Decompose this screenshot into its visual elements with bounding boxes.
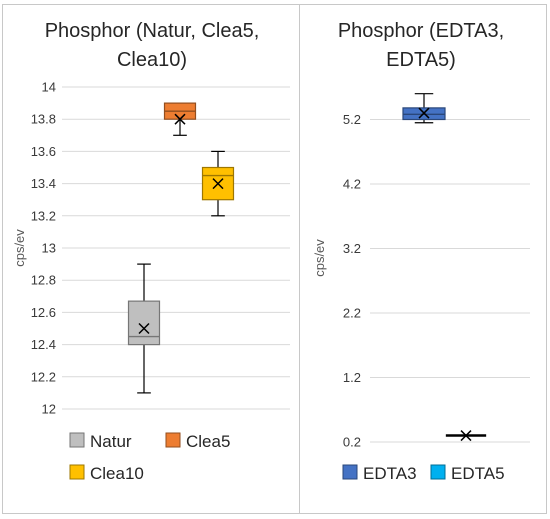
chart-1-legend-label-clea10: Clea10	[90, 464, 144, 483]
chart-1-box-natur-iqr	[127, 300, 161, 346]
chart-1-legend-label-natur: Natur	[90, 432, 132, 451]
chart-1-ytick-label: 13.4	[31, 176, 56, 191]
chart-2-ytick-label: 4.2	[343, 177, 361, 192]
chart-1-ytick-label: 13.8	[31, 112, 56, 127]
chart-2-title-line-1: Phosphor (EDTA3,	[338, 20, 504, 42]
chart-2-ytick-label: 1.2	[343, 370, 361, 385]
chart-2-legend-label-edta3: EDTA3	[363, 464, 417, 483]
chart-1-title-line-2: Clea10)	[117, 49, 187, 71]
chart-1-ytick-label: 12.6	[31, 305, 56, 320]
chart-1-ylabel: cps/ev	[12, 229, 27, 267]
chart-1-ytick-label: 14	[42, 80, 56, 95]
chart-2-legend-swatch-edta5	[430, 464, 446, 480]
chart-2-legend-label-edta5: EDTA5	[451, 464, 505, 483]
chart-1-box-clea5-mean-marker	[174, 113, 186, 125]
chart-2-legend-swatch-edta3	[342, 464, 358, 480]
chart-2-ytick-label: 5.2	[343, 112, 361, 127]
chart-frame	[2, 4, 547, 514]
chart-1-ytick-label: 13.6	[31, 144, 56, 159]
chart-1-box-clea10-mean-marker	[212, 178, 224, 190]
chart-1-ytick-label: 12.8	[31, 273, 56, 288]
chart-1-legend-swatch-clea10	[69, 464, 85, 480]
chart-1-ytick-label: 12.4	[31, 337, 56, 352]
chart-1-ytick-label: 13.2	[31, 208, 56, 223]
chart-2-box-edta3-mean-marker	[418, 107, 430, 119]
chart-2-box-edta5-mean-marker	[460, 430, 472, 442]
chart-1-ytick-label: 12	[42, 402, 56, 417]
chart-1-title-line-1: Phosphor (Natur, Clea5,	[45, 20, 260, 42]
chart-2-ytick-label: 2.2	[343, 306, 361, 321]
chart-2-ytick-label: 3.2	[343, 241, 361, 256]
chart-2-title-line-2: EDTA5)	[386, 49, 456, 71]
chart-1-legend-swatch-clea5	[165, 432, 181, 448]
chart-1-legend-swatch-natur	[69, 432, 85, 448]
chart-2-ylabel: cps/ev	[312, 239, 327, 277]
panel-divider	[299, 4, 300, 514]
chart-2-ytick-label: 0.2	[343, 435, 361, 450]
chart-1-box-clea10-iqr	[201, 166, 235, 201]
chart-1-legend-label-clea5: Clea5	[186, 432, 230, 451]
chart-1-ytick-label: 12.2	[31, 369, 56, 384]
chart-1-ytick-label: 13	[42, 241, 56, 256]
chart-1-box-natur-mean-marker	[138, 322, 150, 335]
